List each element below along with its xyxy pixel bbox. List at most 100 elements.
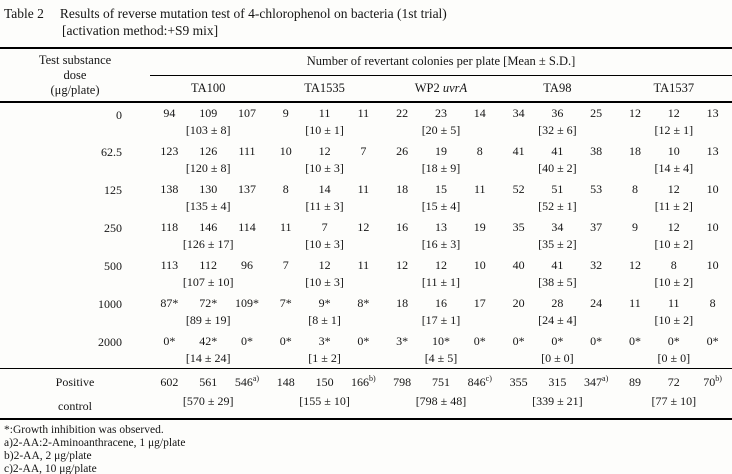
- mean-sd-cell: [120 ± 8]: [185, 161, 231, 175]
- plate-count-cell: 32: [590, 258, 603, 272]
- header-row-1: Test substance dose (μg/plate) Number of…: [0, 48, 732, 103]
- plate-count-cell: 846c): [460, 367, 500, 394]
- plate-count-cell: 89: [615, 367, 655, 394]
- plate-count-cell: 19: [434, 144, 447, 158]
- plate-count-cell: 8: [709, 296, 716, 310]
- strain-header: WP2 uvrA: [382, 75, 500, 103]
- plate-count-cell: 0*: [240, 334, 253, 348]
- plate-count-cell: 13: [434, 220, 447, 234]
- plate-count-cell: 7: [321, 220, 328, 234]
- plate-count-cell: 34: [512, 106, 525, 120]
- mean-sd-cell: [0 ± 0]: [541, 351, 574, 365]
- plate-count-cell: 15: [434, 182, 447, 196]
- plate-count-cell: 25: [590, 106, 603, 120]
- plate-count-cell: 138: [160, 182, 179, 196]
- mean-sd-cell: [24 ± 4]: [538, 313, 577, 327]
- plate-count-cell: 0*: [667, 334, 680, 348]
- plate-count-cell: 0*: [163, 334, 176, 348]
- mean-sd-cell: [10 ± 3]: [305, 275, 344, 289]
- plate-count-cell: 7: [282, 258, 289, 272]
- mean-sd-cell: [339 ± 21]: [532, 394, 583, 409]
- mean-sd-row: [14 ± 24] [1 ± 2] [4 ± 5] [0 ± 0] [0 ± 0]: [0, 350, 732, 368]
- dose-cell: 0: [116, 108, 122, 122]
- strain-header: TA1535: [266, 75, 383, 103]
- mean-sd-cell: [126 ± 17]: [182, 237, 234, 251]
- mean-sd-cell: [10 ± 3]: [305, 161, 344, 175]
- plate-count-cell: 112: [199, 258, 217, 272]
- table-caption: Results of reverse mutation test of 4-ch…: [59, 6, 447, 21]
- plate-count-cell: 0*: [590, 334, 603, 348]
- mean-sd-cell: [38 ± 5]: [538, 275, 577, 289]
- plate-count-cell: 12: [628, 106, 641, 120]
- plate-count-cell: 123: [160, 144, 179, 158]
- mean-sd-cell: [89 ± 19]: [185, 313, 231, 327]
- footnote-line: *:Growth inhibition was observed.: [4, 423, 164, 436]
- plate-count-cell: 37: [590, 220, 603, 234]
- strain-header: TA100: [150, 75, 267, 103]
- mean-sd-cell: [40 ± 2]: [538, 161, 577, 175]
- plate-count-cell: 41: [551, 258, 564, 272]
- plate-count-cell: 12: [667, 220, 680, 234]
- mean-sd-cell: [32 ± 6]: [538, 123, 577, 137]
- plate-count-cell: 10*: [431, 334, 450, 348]
- mean-sd-cell: [10 ± 3]: [305, 237, 344, 251]
- mean-sd-row: [107 ± 10] [10 ± 3] [11 ± 1] [38 ± 5] [10 ± …: [0, 274, 732, 292]
- plate-count-cell: 11: [280, 220, 292, 234]
- plate-count-cell: 36: [551, 106, 564, 120]
- plate-count-cell: 798: [382, 367, 422, 394]
- mean-sd-cell: [16 ± 3]: [421, 237, 461, 251]
- plate-count-cell: 72*: [199, 296, 218, 310]
- table-body: 0 94 109 107 9 11 11 22 23 14 34 36 25 12 12 13 [103 ± 8…: [0, 102, 732, 419]
- dose-cell: 250: [104, 221, 122, 235]
- mean-sd-cell: [4 ± 5]: [424, 351, 458, 365]
- plate-count-cell: 0*: [357, 334, 370, 348]
- plate-count-cell: 13: [706, 106, 719, 120]
- plate-count-cell: 10: [706, 220, 719, 234]
- plate-count-cell: 11: [357, 182, 370, 196]
- table-title-block: Table 2 Results of reverse mutation test …: [0, 0, 732, 39]
- plate-count-cell: 52: [512, 182, 525, 196]
- mean-sd-cell: [103 ± 8]: [185, 123, 231, 137]
- plate-count-cell: 0*: [512, 334, 525, 348]
- mean-sd-cell: [10 ± 2]: [654, 237, 694, 251]
- plate-count-cell: 0*: [706, 334, 719, 348]
- mean-sd-cell: [11 ± 2]: [654, 199, 693, 213]
- mean-sd-cell: [18 ± 9]: [421, 161, 461, 175]
- plate-count-cell: 7: [360, 144, 367, 158]
- mean-sd-cell: [11 ± 1]: [421, 275, 461, 289]
- plate-count-cell: 546a): [227, 367, 267, 394]
- plate-count-cell: 9*: [318, 296, 331, 310]
- dose-cell: Positive control: [0, 367, 150, 419]
- plate-count-cell: 12: [667, 106, 680, 120]
- mean-sd-cell: [10 ± 2]: [654, 275, 694, 289]
- plate-count-cell: 12: [628, 258, 641, 272]
- plate-count-cell: 3*: [396, 334, 409, 348]
- plate-count-cell: 42*: [199, 334, 218, 348]
- strain-header: TA98: [499, 75, 616, 103]
- plate-count-cell: 0*: [551, 334, 564, 348]
- plate-count-cell: 12: [667, 182, 680, 196]
- plate-count-row: 250 118 146 114 11 7 12 16 13 19 35 34 37 9 12 10: [0, 216, 732, 236]
- plate-count-cell: 12: [357, 220, 370, 234]
- mean-sd-cell: [10 ± 2]: [654, 313, 694, 327]
- plate-count-cell: 35: [512, 220, 525, 234]
- plate-count-cell: 11: [357, 258, 370, 272]
- plate-count-cell: 3*: [318, 334, 331, 348]
- plate-count-cell: 12: [396, 258, 409, 272]
- plate-count-cell: 16: [434, 296, 447, 310]
- plate-count-cell: 10: [706, 258, 719, 272]
- plate-count-cell: 8: [282, 182, 289, 196]
- plate-count-cell: 38: [590, 144, 603, 158]
- plate-count-cell: 40: [512, 258, 525, 272]
- mean-sd-row: [89 ± 19] [8 ± 1] [17 ± 1] [24 ± 4] [10 ± 2]: [0, 312, 732, 330]
- plate-count-cell: 10: [667, 144, 680, 158]
- mean-sd-cell: [8 ± 1]: [308, 313, 341, 327]
- plate-count-cell: 10: [473, 258, 486, 272]
- mean-sd-cell: [798 ± 48]: [415, 394, 467, 409]
- plate-count-cell: 12: [318, 144, 331, 158]
- plate-count-cell: 26: [396, 144, 409, 158]
- plate-count-cell: 87*: [160, 296, 179, 310]
- plate-count-cell: 315: [537, 367, 577, 394]
- plate-count-cell: 137: [237, 182, 256, 196]
- mean-sd-cell: [35 ± 2]: [538, 237, 577, 251]
